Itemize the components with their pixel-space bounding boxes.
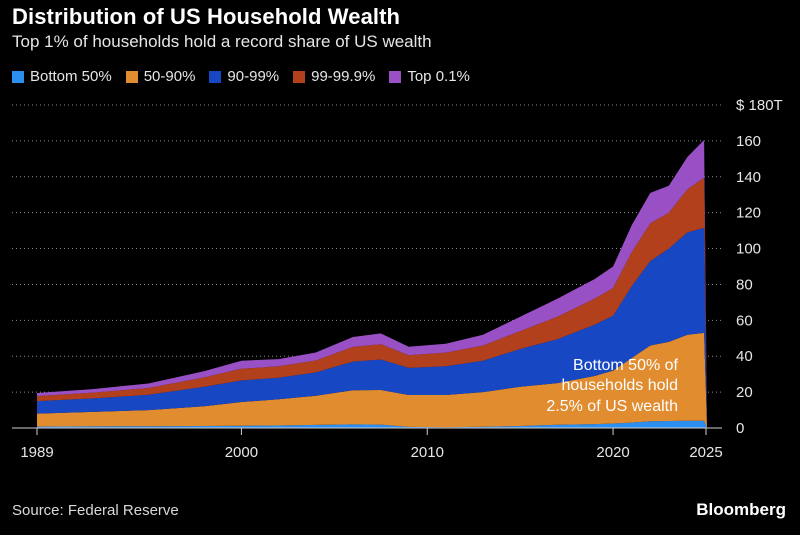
y-tick-label: 160 bbox=[736, 133, 761, 150]
bloomberg-logo: Bloomberg bbox=[696, 500, 786, 519]
legend-label-90-99: 90-99% bbox=[227, 68, 280, 85]
x-tick-label: 1989 bbox=[20, 444, 53, 461]
legend-label-bottom-50: Bottom 50% bbox=[30, 68, 112, 85]
legend-label-99-99-9: 99-99.9% bbox=[311, 68, 376, 85]
legend-label-50-90: 50-90% bbox=[143, 68, 196, 85]
x-tick-label: 2025 bbox=[689, 444, 722, 461]
area-series bbox=[37, 140, 708, 428]
area-bottom-50- bbox=[37, 420, 708, 428]
legend-item-50-90: 50-90% bbox=[125, 68, 196, 85]
y-tick-label: 40 bbox=[736, 348, 753, 365]
legend-swatch-bottom-50 bbox=[12, 70, 24, 83]
area-50-90- bbox=[37, 332, 708, 428]
x-tick-label: 2000 bbox=[225, 444, 258, 461]
chart-subtitle: Top 1% of households hold a record share… bbox=[12, 32, 432, 51]
chart-title: Distribution of US Household Wealth bbox=[12, 4, 401, 29]
legend-swatch-90-99 bbox=[209, 70, 222, 83]
legend-item-top-0-1: Top 0.1% bbox=[389, 68, 470, 85]
y-tick-label: 20 bbox=[736, 384, 753, 401]
legend-swatch-top-0-1 bbox=[389, 70, 402, 83]
annotation: Bottom 50% of households hold 2.5% of US w… bbox=[546, 357, 678, 415]
legend-item-99-99-9: 99-99.9% bbox=[293, 68, 375, 85]
y-tick-label: 100 bbox=[736, 241, 761, 258]
annotation-line: Bottom 50% of bbox=[573, 357, 679, 374]
annotation-line: 2.5% of US wealth bbox=[546, 398, 678, 415]
y-tick-label: 140 bbox=[736, 169, 761, 186]
x-tick-label: 2020 bbox=[596, 444, 629, 461]
legend-label-top-0-1: Top 0.1% bbox=[407, 68, 470, 85]
legend-item-bottom-50: Bottom 50% bbox=[12, 68, 112, 85]
y-tick-label: 60 bbox=[736, 312, 753, 329]
axes: 0 20 40 60 80 100 120 140 160 $ 180T 1989 2000 2010 2… bbox=[12, 97, 783, 461]
annotation-line: households hold bbox=[561, 377, 678, 394]
y-tick-label: 120 bbox=[736, 205, 761, 222]
y-tick-label: 80 bbox=[736, 276, 753, 293]
source-note: Source: Federal Reserve bbox=[12, 502, 179, 519]
legend: Bottom 50% 50-90% 90-99% 99-99.9% Top 0.… bbox=[12, 68, 470, 85]
legend-swatch-99-99-9 bbox=[293, 70, 306, 83]
legend-swatch-50-90 bbox=[125, 70, 138, 83]
legend-item-90-99: 90-99% bbox=[209, 68, 279, 85]
x-tick-label: 2010 bbox=[411, 444, 444, 461]
y-tick-label: $ 180T bbox=[736, 97, 783, 114]
area-90-99- bbox=[37, 227, 708, 428]
y-tick-label: 0 bbox=[736, 420, 744, 437]
